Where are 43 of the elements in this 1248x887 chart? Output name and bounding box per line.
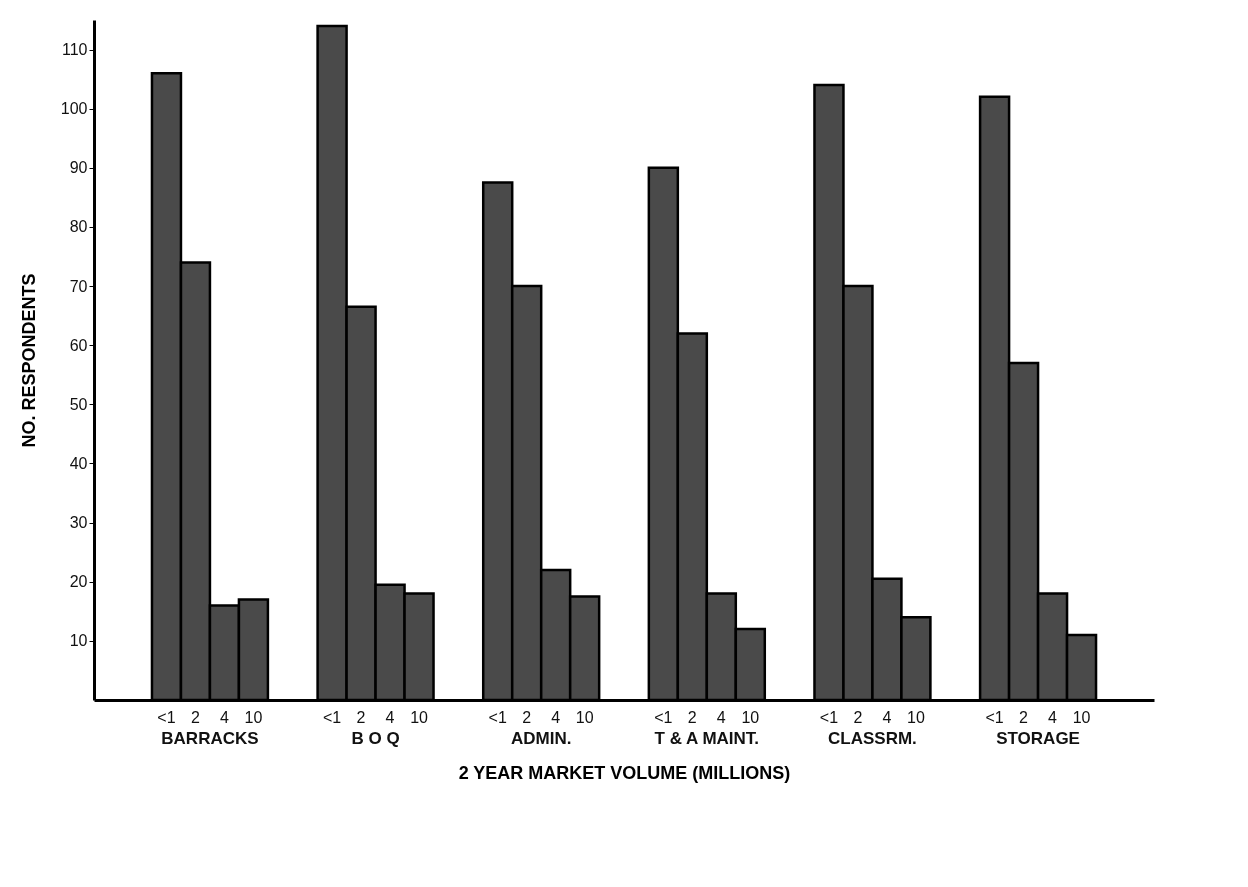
y-tick-label: 90	[69, 159, 88, 177]
text: <1	[819, 709, 839, 726]
series-label: <1	[157, 709, 176, 726]
y-tick-label: 10	[69, 632, 88, 650]
series-label: 10	[244, 709, 263, 726]
text: 10	[1072, 709, 1091, 726]
text: 2	[356, 709, 366, 726]
text: <1	[488, 709, 507, 726]
y-tick-label: 20	[69, 573, 88, 591]
x-tick-label: CLASSRM.	[828, 728, 917, 748]
y-tick-label: 40	[69, 454, 88, 472]
text: 4	[385, 709, 395, 726]
y-tick-label: 110	[61, 41, 88, 59]
text: 4	[716, 709, 726, 726]
y-tick-label: 70	[69, 277, 88, 295]
y-tick-label: 60	[69, 336, 88, 354]
text: <1	[322, 709, 342, 726]
y-axis-title: NO. RESPONDENTS	[18, 273, 39, 448]
text: 4	[882, 709, 892, 726]
text: 10	[410, 709, 428, 726]
y-tick-label: 50	[69, 395, 88, 413]
text: 2	[853, 709, 863, 726]
x-tick-label: BARRACKS	[161, 728, 259, 748]
text: 10	[741, 709, 760, 726]
x-tick-label: ADMIN.	[510, 728, 572, 748]
text: 4	[1048, 709, 1058, 726]
text: 10	[575, 709, 594, 726]
text: 10	[907, 709, 925, 726]
text: 2	[687, 709, 697, 726]
x-tick-label: B O Q	[351, 728, 400, 748]
text: 4	[551, 709, 561, 726]
text: <1	[985, 709, 1004, 726]
y-tick-label: 80	[69, 218, 88, 236]
text: 2	[522, 709, 532, 726]
x-tick-label: STORAGE	[996, 728, 1080, 748]
text: <1	[654, 709, 673, 726]
x-axis-title: 2 YEAR MARKET VOLUME (MILLIONS)	[458, 762, 791, 783]
y-tick-label: 100	[60, 100, 88, 118]
series-label: 2	[190, 709, 200, 726]
series-label: 4	[219, 709, 229, 726]
x-tick-label: T & A MAINT.	[654, 728, 760, 748]
text: 2	[1019, 709, 1029, 726]
y-tick-label: 30	[69, 514, 88, 532]
